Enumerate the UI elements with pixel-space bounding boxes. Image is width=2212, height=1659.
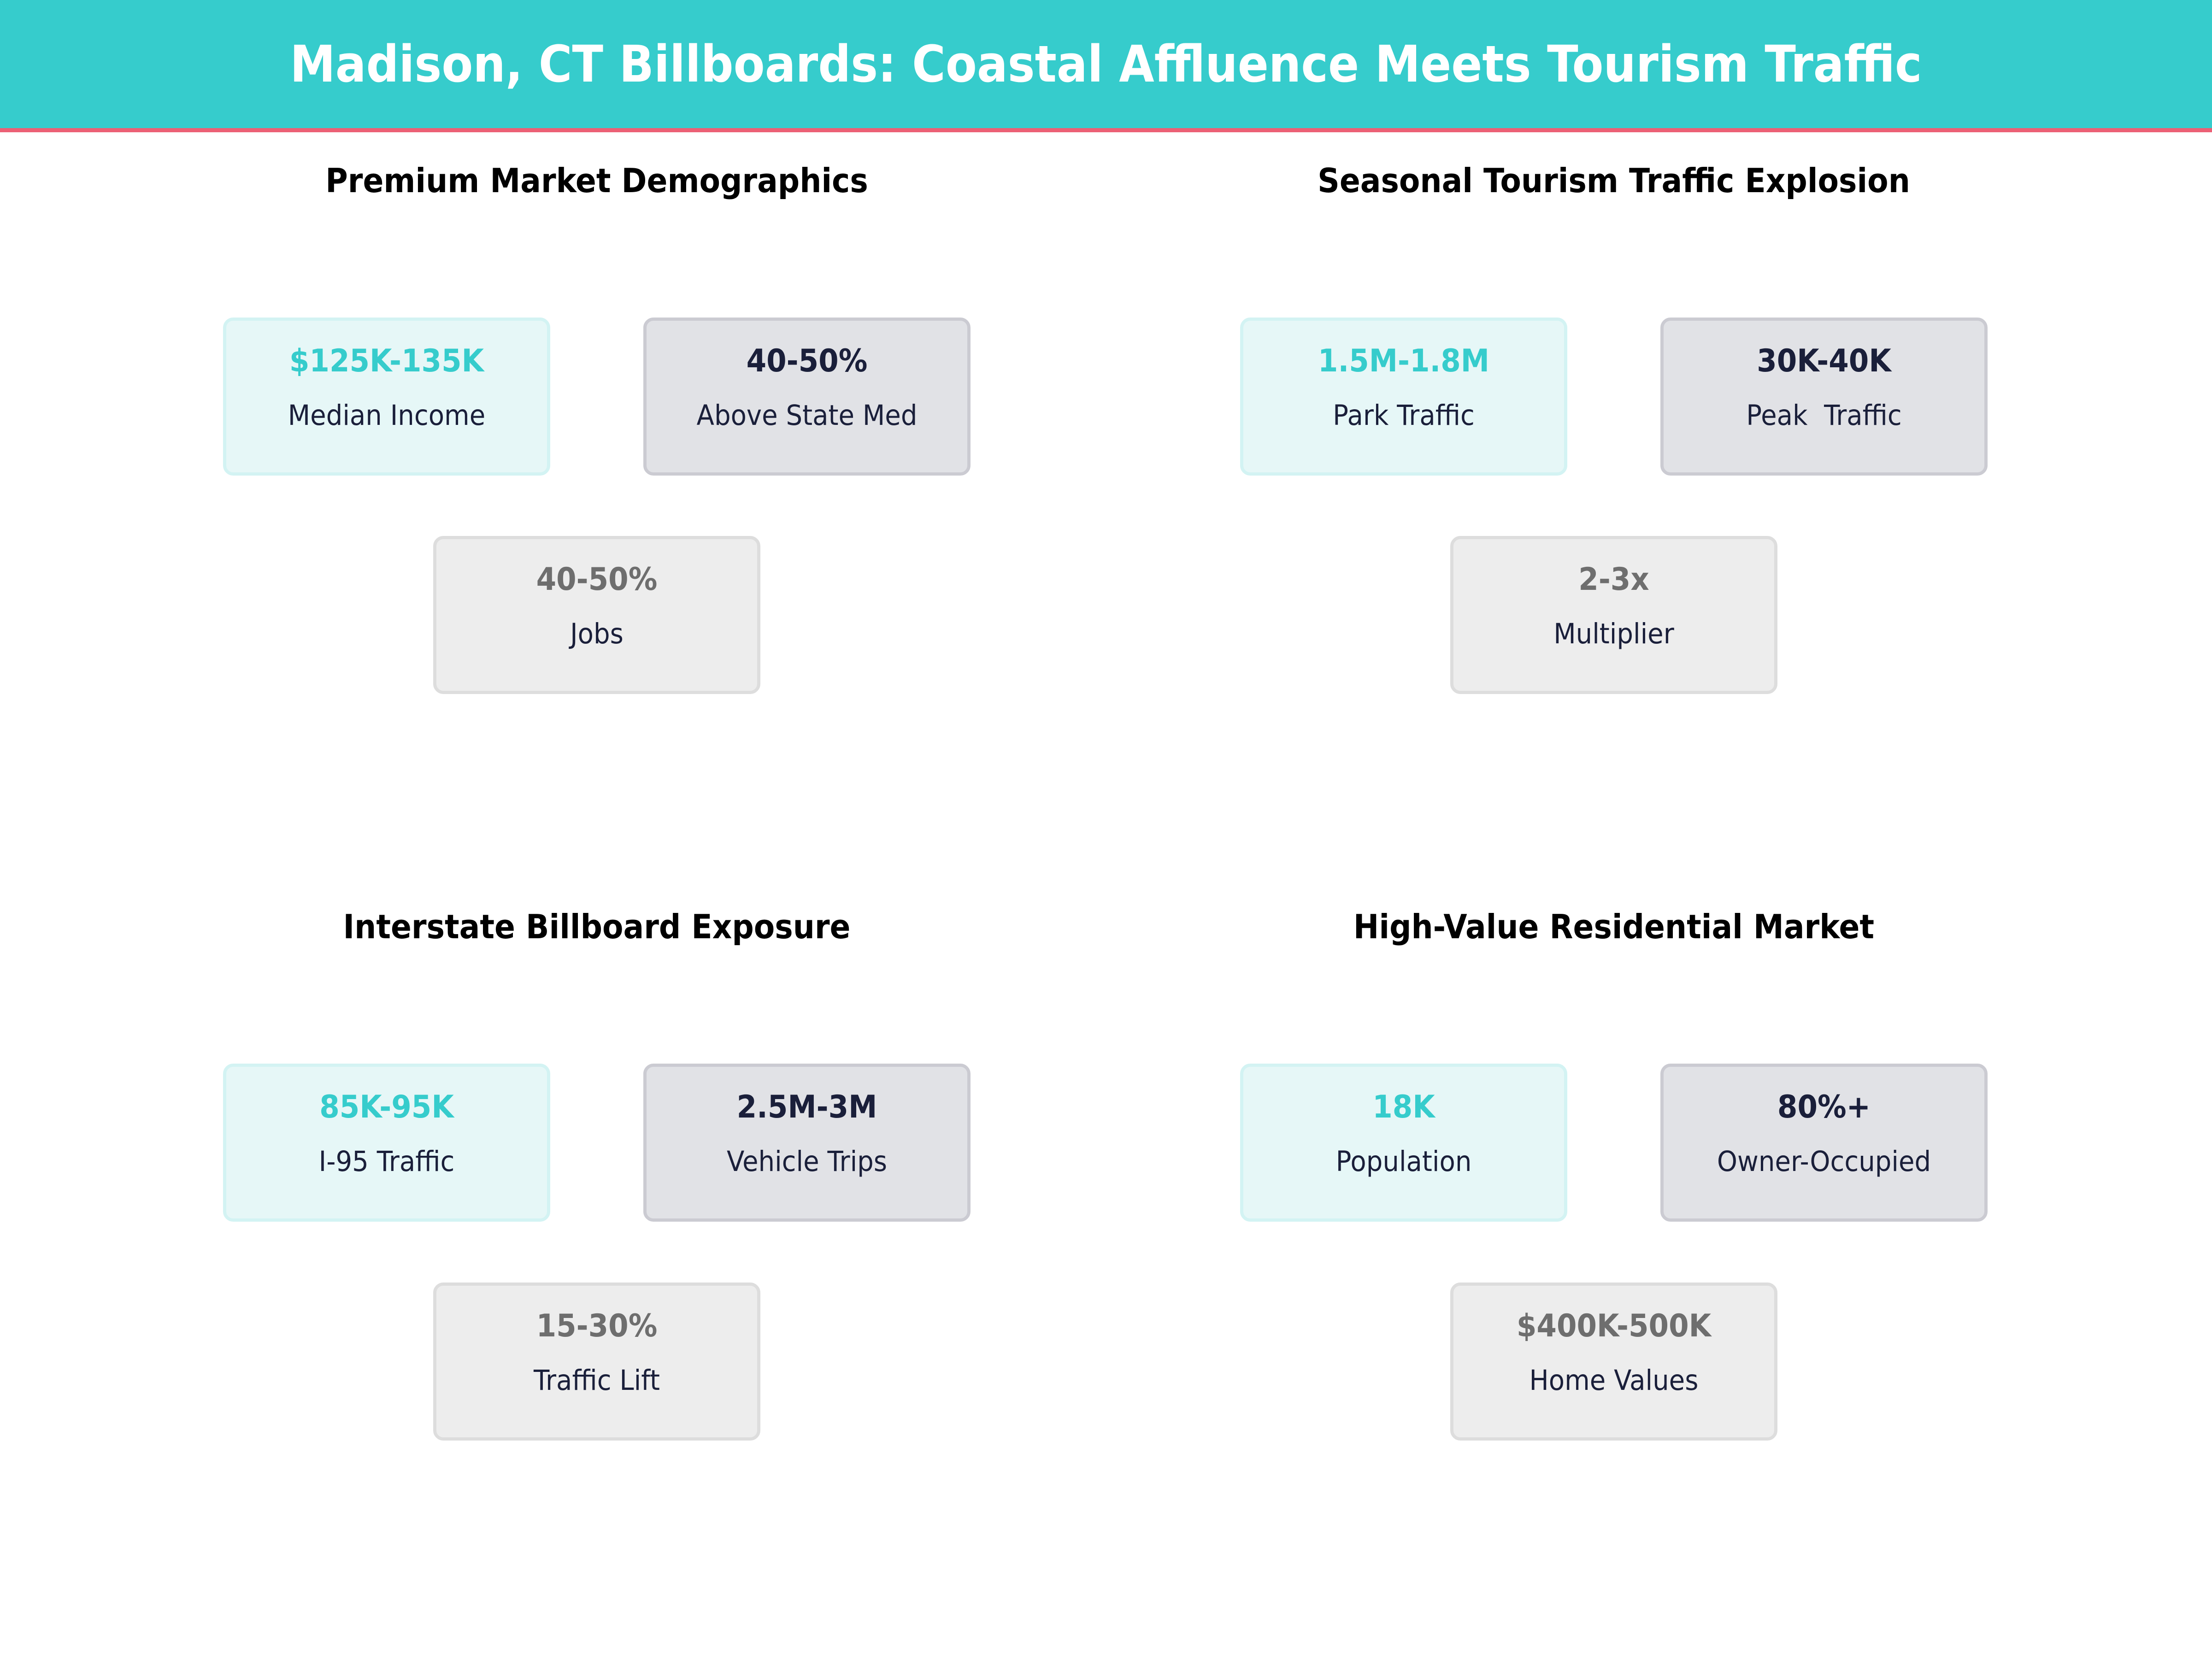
stat-label: Owner-Occupied: [1717, 1145, 1931, 1178]
stat-value: 2-3x: [1578, 561, 1649, 598]
stat-value: $400K-500K: [1516, 1308, 1712, 1344]
stat-label: Median Income: [288, 399, 486, 432]
stat-value: 15-30%: [536, 1308, 658, 1344]
stat-value: 1.5M-1.8M: [1318, 343, 1490, 379]
stat-value: 85K-95K: [319, 1089, 454, 1125]
stat-value: $125K-135K: [289, 343, 484, 379]
stat-card-above-state-median: 40-50% Above State Med: [643, 318, 971, 476]
panel-title-residential: High-Value Residential Market: [1353, 907, 1875, 946]
stat-label: Above State Med: [696, 399, 918, 432]
stat-value: 30K-40K: [1757, 343, 1891, 379]
stat-label: Home Values: [1529, 1364, 1699, 1397]
stat-value: 2.5M-3M: [736, 1089, 877, 1125]
stat-label: Park Traffic: [1333, 399, 1475, 432]
stat-label: Vehicle Trips: [726, 1145, 888, 1178]
panel-title-tourism: Seasonal Tourism Traffic Explosion: [1318, 161, 1910, 200]
stat-value: 80%+: [1777, 1089, 1871, 1125]
stat-value: 18K: [1372, 1089, 1435, 1125]
header-divider: [0, 128, 2212, 132]
stat-card-owner-occupied: 80%+ Owner-Occupied: [1660, 1064, 1988, 1222]
stat-card-jobs: 40-50% Jobs: [433, 536, 760, 694]
stat-label: Multiplier: [1553, 618, 1674, 650]
stat-card-population: 18K Population: [1240, 1064, 1567, 1222]
stat-card-park-traffic: 1.5M-1.8M Park Traffic: [1240, 318, 1567, 476]
stat-value: 40-50%: [536, 561, 658, 598]
panel-title-demographics: Premium Market Demographics: [325, 161, 868, 200]
panel-title-interstate: Interstate Billboard Exposure: [343, 907, 851, 946]
stat-value: 40-50%: [746, 343, 868, 379]
stat-label: Peak Traffic: [1746, 399, 1902, 432]
stat-card-peak-traffic: 30K-40K Peak Traffic: [1660, 318, 1988, 476]
stat-card-multiplier: 2-3x Multiplier: [1450, 536, 1777, 694]
stat-label: Jobs: [570, 618, 624, 650]
stat-card-median-income: $125K-135K Median Income: [223, 318, 550, 476]
page-title: Madison, CT Billboards: Coastal Affluenc…: [290, 35, 1922, 94]
stat-label: I-95 Traffic: [318, 1145, 455, 1178]
stat-label: Traffic Lift: [533, 1364, 660, 1397]
stat-label: Population: [1335, 1145, 1472, 1178]
stat-card-i95-traffic: 85K-95K I-95 Traffic: [223, 1064, 550, 1222]
stat-card-vehicle-trips: 2.5M-3M Vehicle Trips: [643, 1064, 971, 1222]
stat-card-home-values: $400K-500K Home Values: [1450, 1282, 1777, 1441]
stat-card-traffic-lift: 15-30% Traffic Lift: [433, 1282, 760, 1441]
header-banner: [0, 0, 2212, 128]
